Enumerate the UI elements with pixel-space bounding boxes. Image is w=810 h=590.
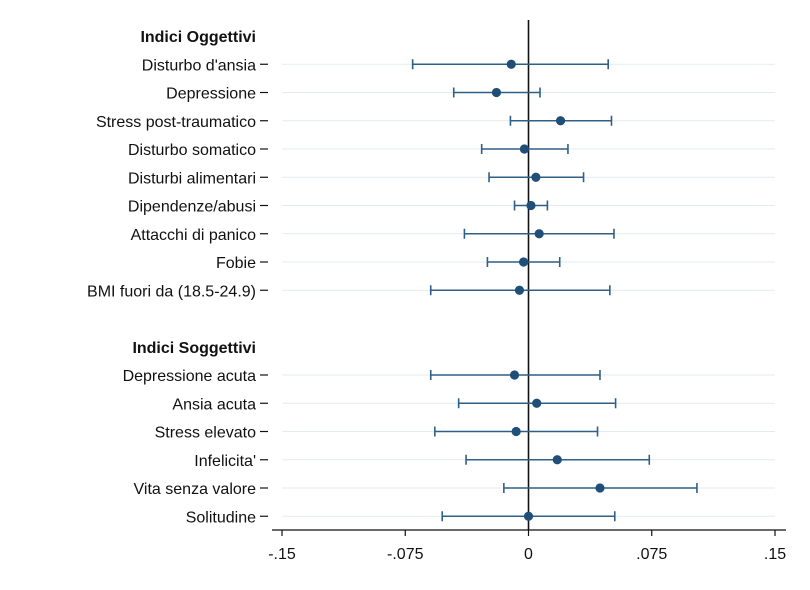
row-label: Disturbi alimentari xyxy=(128,170,256,187)
row-label: Attacchi di panico xyxy=(131,227,257,244)
group-header-label: Indici Soggettivi xyxy=(132,340,256,357)
point-estimate xyxy=(595,483,605,493)
point-estimate xyxy=(491,87,502,98)
x-tick-label: 0 xyxy=(524,546,533,563)
point-estimate xyxy=(514,285,525,295)
x-tick-label: -.075 xyxy=(387,546,424,563)
point-estimate xyxy=(511,426,521,437)
point-estimate xyxy=(552,455,562,465)
point-estimate xyxy=(509,370,520,380)
row-label: Infelicita' xyxy=(194,453,256,470)
estimate-row: Disturbo d'ansia xyxy=(142,57,610,74)
plot-rows: Indici Oggettivi Disturbo d'ansia Depressi… xyxy=(87,29,698,526)
row-label: Stress post-traumatico xyxy=(96,114,256,131)
estimate-row: Ansia acuta xyxy=(172,396,617,413)
point-estimate xyxy=(519,144,529,154)
estimate-row: Depressione xyxy=(166,86,541,103)
estimate-row: Depressione acuta xyxy=(123,368,601,385)
x-tick-label: -.15 xyxy=(268,546,296,563)
estimate-row: BMI fuori da (18.5-24.9) xyxy=(87,283,611,300)
estimate-row: Solitudine xyxy=(186,509,616,526)
point-estimate xyxy=(506,59,516,69)
point-estimate xyxy=(526,200,536,211)
group-header: Indici Soggettivi xyxy=(132,340,256,357)
estimate-row: Stress post-traumatico xyxy=(96,114,613,131)
group-header-label: Indici Oggettivi xyxy=(140,29,256,46)
row-label: Depressione xyxy=(166,86,256,103)
estimate-row: Fobie xyxy=(216,255,561,272)
point-estimate xyxy=(531,172,541,182)
row-label: Ansia acuta xyxy=(172,396,256,413)
x-tick-label: .075 xyxy=(636,546,667,563)
point-estimate xyxy=(534,229,544,239)
point-estimate xyxy=(532,398,542,408)
row-label: BMI fuori da (18.5-24.9) xyxy=(87,283,256,300)
row-label: Solitudine xyxy=(186,509,256,526)
row-label: Disturbo d'ansia xyxy=(142,57,256,74)
x-axis: -.15 -.075 0 .075 .15 xyxy=(268,529,786,563)
row-label: Fobie xyxy=(216,255,256,272)
row-label: Disturbo somatico xyxy=(128,142,256,159)
point-estimate xyxy=(555,116,566,126)
estimate-row: Disturbi alimentari xyxy=(128,170,585,187)
point-estimate xyxy=(518,257,529,267)
point-estimate xyxy=(523,511,534,521)
estimate-row: Attacchi di panico xyxy=(131,227,615,244)
estimate-row: Vita senza valore xyxy=(134,481,698,498)
estimate-row: Stress elevato xyxy=(155,425,599,442)
row-label: Vita senza valore xyxy=(134,481,257,498)
estimate-row: Disturbo somatico xyxy=(128,142,569,159)
estimate-row: Dipendenze/abusi xyxy=(128,199,549,216)
row-label: Dipendenze/abusi xyxy=(128,199,256,216)
row-label: Depressione acuta xyxy=(123,368,257,385)
group-header: Indici Oggettivi xyxy=(140,29,256,46)
estimate-row: Infelicita' xyxy=(194,453,651,470)
x-tick-label: .15 xyxy=(764,546,786,563)
row-label: Stress elevato xyxy=(155,425,256,442)
